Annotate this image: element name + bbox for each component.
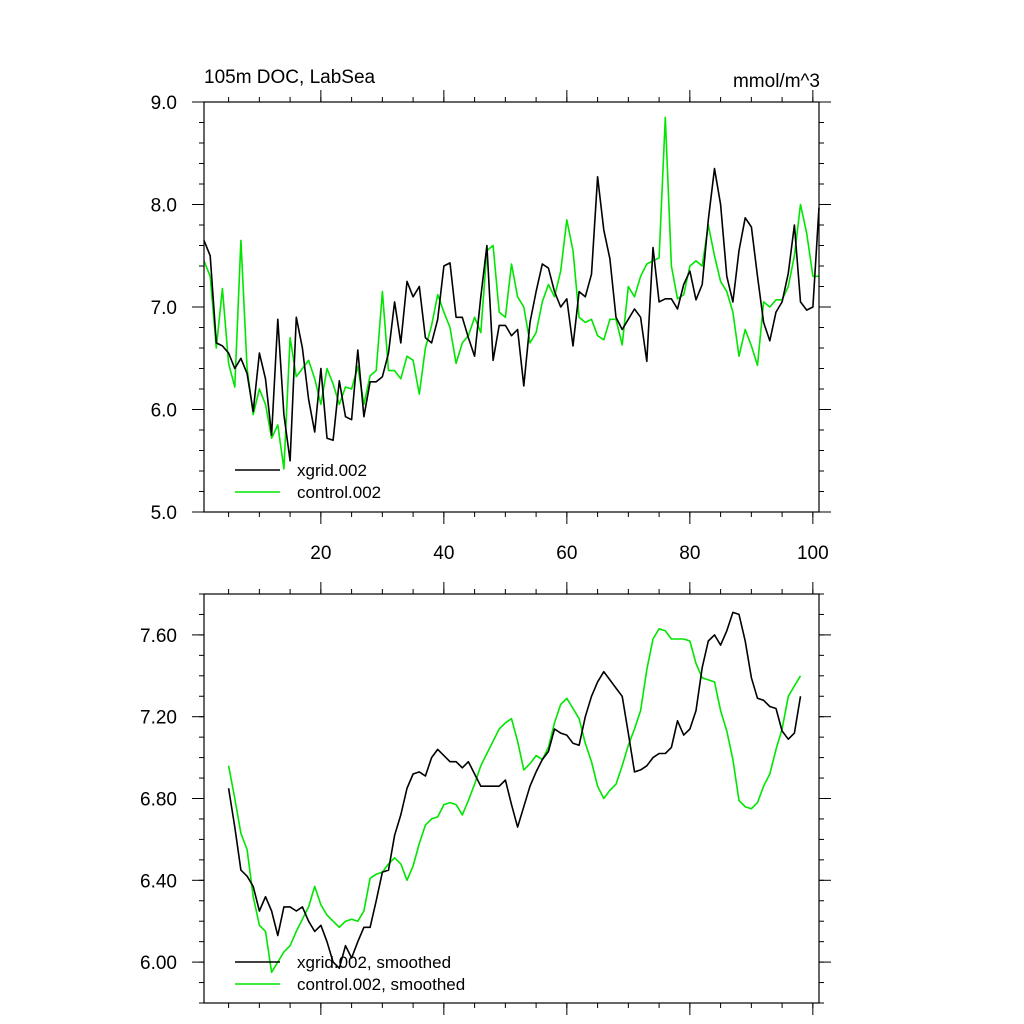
series-line-0 (203, 167, 820, 462)
legend-label-0: xgrid.002 (297, 461, 367, 480)
y-tick-label: 7.20 (140, 708, 177, 729)
y-tick-label: 7.0 (151, 298, 177, 319)
y-tick-label: 6.00 (140, 953, 177, 974)
y-tick-label: 6.80 (140, 790, 177, 811)
top-panel-title: 105m DOC, LabSea (204, 67, 376, 88)
top-panel-units: mmol/m^3 (733, 71, 820, 92)
legend-label-1: control.002 (297, 483, 381, 502)
x-tick-label: 100 (797, 543, 829, 564)
top-panel-frame (203, 101, 820, 513)
series-line-1 (203, 116, 819, 470)
bottom-panel: 6.00 6.40 6.80 7.20 7.60 xgrid.002, smoothed… (140, 582, 831, 1015)
legend-label-1: control.002, smoothed (297, 975, 465, 994)
top-panel: 105m DOC, LabSea mmol/m^3 5.0 6.0 7.0 8.0 9.… (151, 67, 831, 564)
x-tick-label: 80 (679, 543, 700, 564)
y-tick-label: 5.0 (151, 503, 177, 524)
series-line-0 (227, 611, 802, 970)
x-tick-label: 40 (433, 543, 454, 564)
series-line-1 (227, 627, 802, 974)
legend-label-0: xgrid.002, smoothed (297, 953, 451, 972)
x-tick-label: 60 (556, 543, 577, 564)
y-tick-label: 6.0 (151, 401, 177, 422)
y-tick-label: 7.60 (140, 626, 177, 647)
y-tick-label: 8.0 (151, 196, 177, 217)
y-tick-label: 6.40 (140, 871, 177, 892)
bottom-panel-frame (203, 593, 820, 1004)
y-tick-label: 9.0 (151, 93, 177, 114)
x-tick-label: 20 (310, 543, 331, 564)
